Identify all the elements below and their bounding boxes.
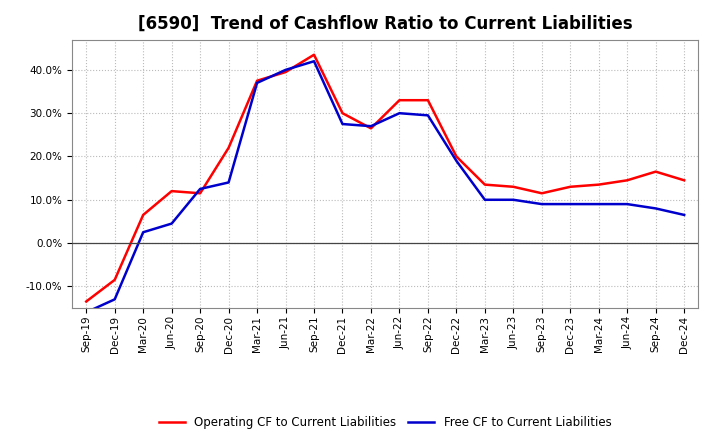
Free CF to Current Liabilities bbox=[282, 67, 290, 73]
Title: [6590]  Trend of Cashflow Ratio to Current Liabilities: [6590] Trend of Cashflow Ratio to Curren… bbox=[138, 15, 632, 33]
Line: Free CF to Current Liabilities: Free CF to Current Liabilities bbox=[86, 61, 684, 312]
Operating CF to Current Liabilities bbox=[253, 78, 261, 83]
Free CF to Current Liabilities bbox=[139, 230, 148, 235]
Operating CF to Current Liabilities bbox=[509, 184, 518, 190]
Operating CF to Current Liabilities bbox=[196, 191, 204, 196]
Free CF to Current Liabilities bbox=[196, 186, 204, 191]
Free CF to Current Liabilities bbox=[310, 59, 318, 64]
Free CF to Current Liabilities bbox=[652, 206, 660, 211]
Free CF to Current Liabilities bbox=[509, 197, 518, 202]
Free CF to Current Liabilities bbox=[253, 80, 261, 85]
Free CF to Current Liabilities bbox=[110, 297, 119, 302]
Operating CF to Current Liabilities bbox=[452, 154, 461, 159]
Free CF to Current Liabilities bbox=[82, 310, 91, 315]
Operating CF to Current Liabilities bbox=[167, 188, 176, 194]
Free CF to Current Liabilities bbox=[366, 124, 375, 129]
Operating CF to Current Liabilities bbox=[623, 178, 631, 183]
Free CF to Current Liabilities bbox=[680, 212, 688, 217]
Operating CF to Current Liabilities bbox=[225, 145, 233, 150]
Free CF to Current Liabilities bbox=[225, 180, 233, 185]
Free CF to Current Liabilities bbox=[595, 202, 603, 207]
Operating CF to Current Liabilities bbox=[282, 70, 290, 75]
Operating CF to Current Liabilities bbox=[680, 178, 688, 183]
Legend: Operating CF to Current Liabilities, Free CF to Current Liabilities: Operating CF to Current Liabilities, Fre… bbox=[159, 416, 611, 429]
Operating CF to Current Liabilities bbox=[82, 299, 91, 304]
Operating CF to Current Liabilities bbox=[338, 110, 347, 116]
Free CF to Current Liabilities bbox=[566, 202, 575, 207]
Free CF to Current Liabilities bbox=[395, 110, 404, 116]
Operating CF to Current Liabilities bbox=[652, 169, 660, 174]
Free CF to Current Liabilities bbox=[623, 202, 631, 207]
Operating CF to Current Liabilities bbox=[110, 277, 119, 282]
Free CF to Current Liabilities bbox=[338, 121, 347, 127]
Free CF to Current Liabilities bbox=[480, 197, 489, 202]
Operating CF to Current Liabilities bbox=[423, 98, 432, 103]
Operating CF to Current Liabilities bbox=[366, 126, 375, 131]
Free CF to Current Liabilities bbox=[167, 221, 176, 226]
Operating CF to Current Liabilities bbox=[395, 98, 404, 103]
Operating CF to Current Liabilities bbox=[480, 182, 489, 187]
Free CF to Current Liabilities bbox=[537, 202, 546, 207]
Free CF to Current Liabilities bbox=[423, 113, 432, 118]
Operating CF to Current Liabilities bbox=[310, 52, 318, 57]
Operating CF to Current Liabilities bbox=[566, 184, 575, 190]
Operating CF to Current Liabilities bbox=[139, 212, 148, 217]
Line: Operating CF to Current Liabilities: Operating CF to Current Liabilities bbox=[86, 55, 684, 301]
Operating CF to Current Liabilities bbox=[537, 191, 546, 196]
Free CF to Current Liabilities bbox=[452, 158, 461, 163]
Operating CF to Current Liabilities bbox=[595, 182, 603, 187]
